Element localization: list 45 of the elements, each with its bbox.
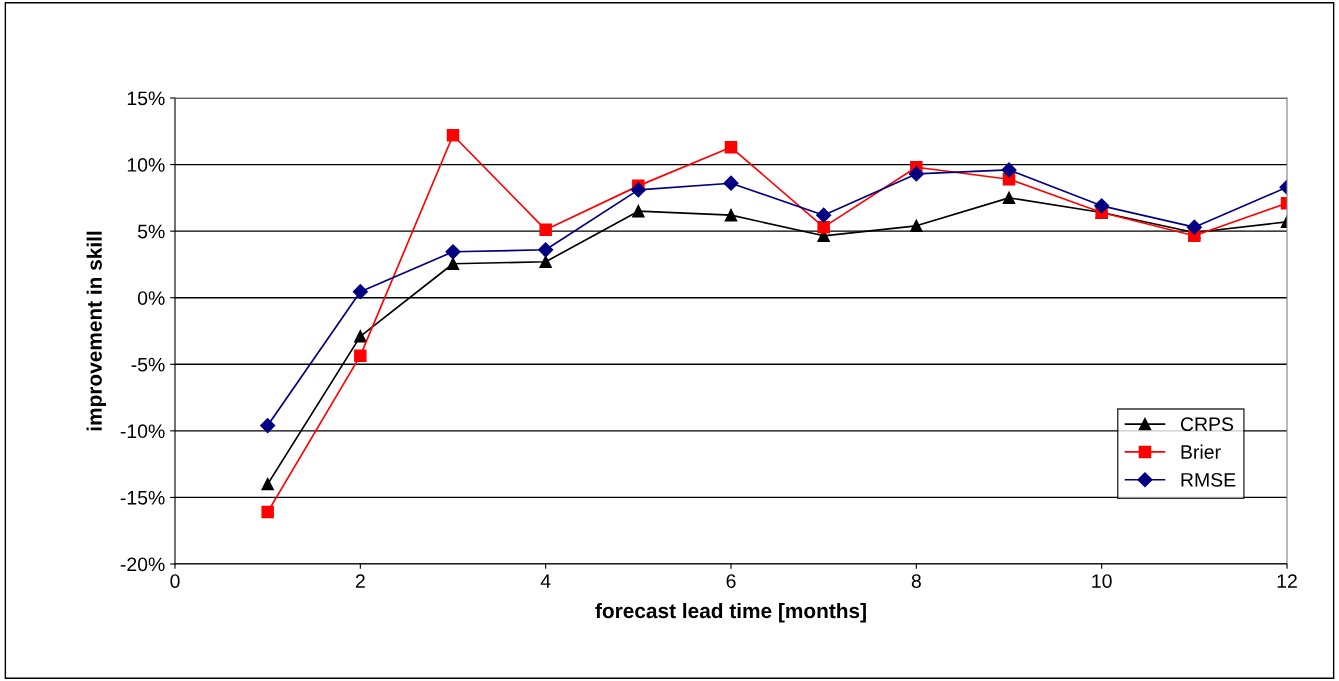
point [908, 166, 924, 182]
point [446, 129, 460, 142]
point [724, 141, 738, 154]
point [816, 207, 832, 223]
y-tick-label: -20% [120, 557, 165, 572]
y-tick-label: 15% [127, 91, 165, 106]
point [260, 417, 276, 434]
point [261, 505, 274, 519]
y-tick-label: -10% [120, 424, 165, 439]
point [261, 477, 274, 491]
x-tick-label: 8 [911, 574, 921, 588]
x-tick-label: 4 [540, 574, 551, 588]
point [539, 255, 552, 269]
point [538, 242, 554, 258]
x-tick-label: 6 [726, 574, 736, 588]
point [910, 219, 923, 233]
y-tick-label: 5% [137, 224, 165, 239]
point [1186, 219, 1202, 235]
point [1001, 162, 1017, 178]
point [446, 257, 460, 271]
point [817, 220, 830, 234]
point [539, 223, 552, 237]
point [445, 244, 461, 260]
point [724, 208, 738, 222]
x-tick-label: 0 [170, 574, 180, 588]
legend-label: CRPS [1180, 417, 1234, 432]
point [1002, 191, 1016, 205]
x-axis-title: forecast lead time [months] [595, 602, 866, 623]
legend-label: RMSE [1181, 472, 1236, 487]
x-tick-label: 12 [1277, 574, 1297, 588]
point [1094, 198, 1110, 214]
point [354, 349, 367, 362]
point [723, 175, 739, 191]
legend-label: Brier [1181, 444, 1221, 459]
point [632, 204, 645, 218]
y-tick-label: 0% [137, 291, 165, 305]
y-tick-label: -15% [120, 490, 165, 505]
y-tick-label: 10% [127, 158, 165, 172]
point [354, 330, 367, 343]
y-axis-title: improvement in skill [86, 231, 106, 431]
point [630, 182, 646, 198]
x-tick-label: 10 [1092, 574, 1112, 588]
x-tick-label: 2 [355, 574, 365, 588]
point [352, 284, 368, 300]
y-tick-label: -5% [131, 357, 165, 372]
